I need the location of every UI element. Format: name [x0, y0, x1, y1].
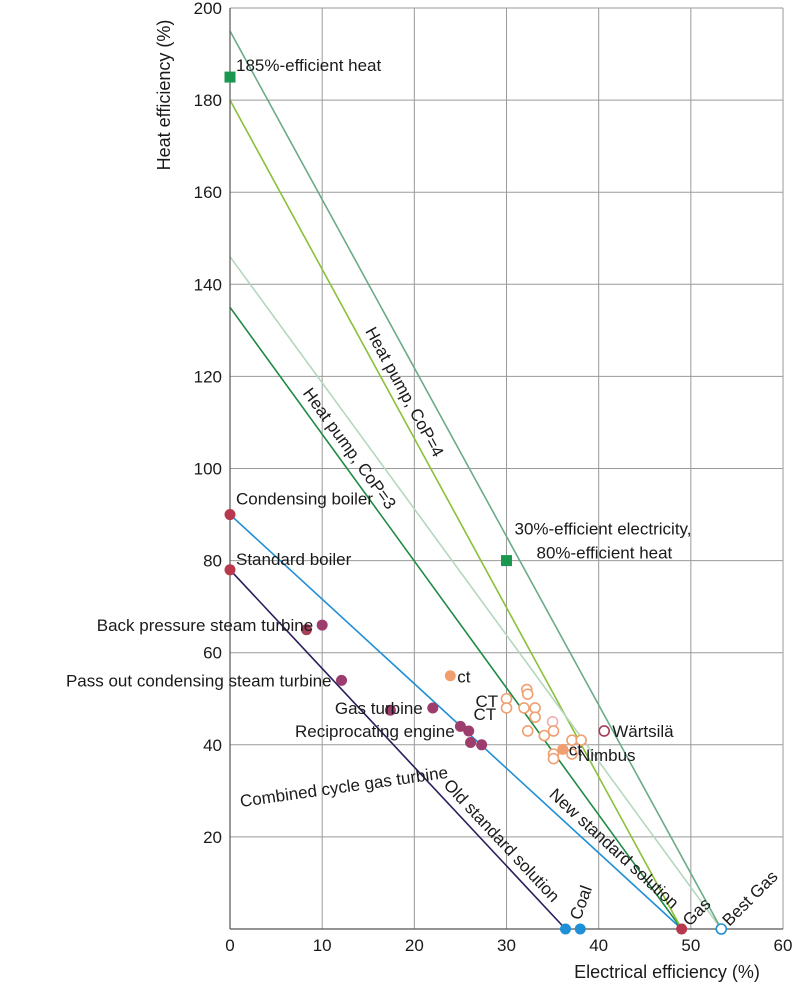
- data-point-square: [224, 71, 236, 83]
- y-tick-label: 80: [203, 552, 222, 571]
- data-point: [454, 720, 466, 732]
- data-point: [224, 564, 236, 576]
- y-tick-label: 120: [194, 367, 222, 386]
- data-points: [224, 71, 728, 935]
- data-point: [224, 509, 236, 521]
- point-label: Best Gas: [719, 867, 782, 930]
- data-point: [676, 923, 688, 935]
- reference-lines: [229, 30, 722, 930]
- y-tick-label: 20: [203, 828, 222, 847]
- data-point-open: [500, 702, 513, 714]
- data-point: [301, 624, 313, 636]
- x-tick-label: 0: [225, 936, 234, 955]
- x-tick-label: 20: [405, 936, 424, 955]
- reference-line: [229, 306, 683, 930]
- reference-line: [229, 569, 567, 930]
- data-point: [465, 736, 477, 748]
- data-point: [316, 619, 328, 631]
- data-point: [444, 670, 456, 682]
- y-tick-label: 100: [194, 460, 222, 479]
- data-point: [384, 704, 396, 716]
- data-point-square: [501, 555, 513, 567]
- y-tick-label: 60: [203, 644, 222, 663]
- point-label: Standard boiler: [236, 550, 352, 569]
- point-label: Wärtsilä: [612, 722, 674, 741]
- data-point-open: [547, 752, 560, 765]
- data-point-open: [521, 688, 534, 700]
- y-axis-label: Heat efficiency (%): [154, 20, 174, 171]
- data-point-open: [575, 734, 587, 746]
- point-label: 30%-efficient electricity,: [515, 520, 692, 539]
- x-tick-label: 50: [681, 936, 700, 955]
- data-point-open: [598, 725, 611, 737]
- x-tick-label: 10: [313, 936, 332, 955]
- point-label: ct: [569, 740, 583, 759]
- y-tick-label: 180: [194, 91, 222, 110]
- point-label: Nimbus: [578, 746, 636, 765]
- reference-line: [229, 99, 683, 930]
- data-point: [427, 702, 439, 714]
- data-point-open: [547, 725, 560, 737]
- point-label: Coal: [566, 883, 596, 922]
- x-tick-label: 60: [774, 936, 793, 955]
- line-label: Heat pump, CoP=4: [361, 324, 447, 460]
- data-point-open: [715, 923, 728, 935]
- data-point-open: [538, 729, 551, 742]
- data-point: [557, 743, 569, 755]
- point-label: Combined cycle gas turbine: [239, 763, 449, 811]
- y-tick-label: 40: [203, 736, 222, 755]
- y-tick-label: 140: [194, 275, 222, 294]
- data-point-open: [566, 748, 578, 760]
- x-axis-label: Electrical efficiency (%): [574, 962, 760, 982]
- reference-line: [229, 30, 722, 930]
- point-label: Condensing boiler: [236, 490, 373, 509]
- line-label: Old standard solution: [440, 776, 564, 906]
- data-point-open: [521, 725, 534, 737]
- point-label: CT: [476, 692, 499, 711]
- x-tick-label: 30: [497, 936, 516, 955]
- data-point-open: [529, 711, 541, 723]
- tick-labels: 0 10 20 30 40 50 60 20 40 60 80 100 120 140 160 180 200: [194, 0, 793, 955]
- point-label: 185%-efficient heat: [236, 56, 382, 75]
- point-label: Reciprocating engine: [295, 722, 455, 741]
- reference-line: [229, 513, 683, 930]
- point-label: ct: [457, 668, 471, 687]
- reference-line: [229, 256, 722, 930]
- data-point: [476, 739, 488, 751]
- point-label: Back pressure steam turbine: [97, 616, 313, 635]
- point-label: Pass out condensing steam turbine: [66, 671, 332, 690]
- data-point: [559, 923, 571, 935]
- data-point-open: [518, 702, 530, 714]
- x-tick-label: 40: [589, 936, 608, 955]
- point-label: Gas turbine: [335, 699, 423, 718]
- point-label: CT: [474, 705, 497, 724]
- data-point: [574, 923, 586, 935]
- data-point: [336, 674, 348, 686]
- data-point: [463, 725, 475, 737]
- y-tick-label: 160: [194, 183, 222, 202]
- grid: [229, 7, 784, 930]
- axes: [229, 8, 784, 930]
- point-label: 80%-efficient heat: [537, 544, 673, 563]
- y-tick-label: 200: [194, 0, 222, 18]
- point-labels: 185%-efficient heat 30%-efficient electri…: [66, 56, 782, 930]
